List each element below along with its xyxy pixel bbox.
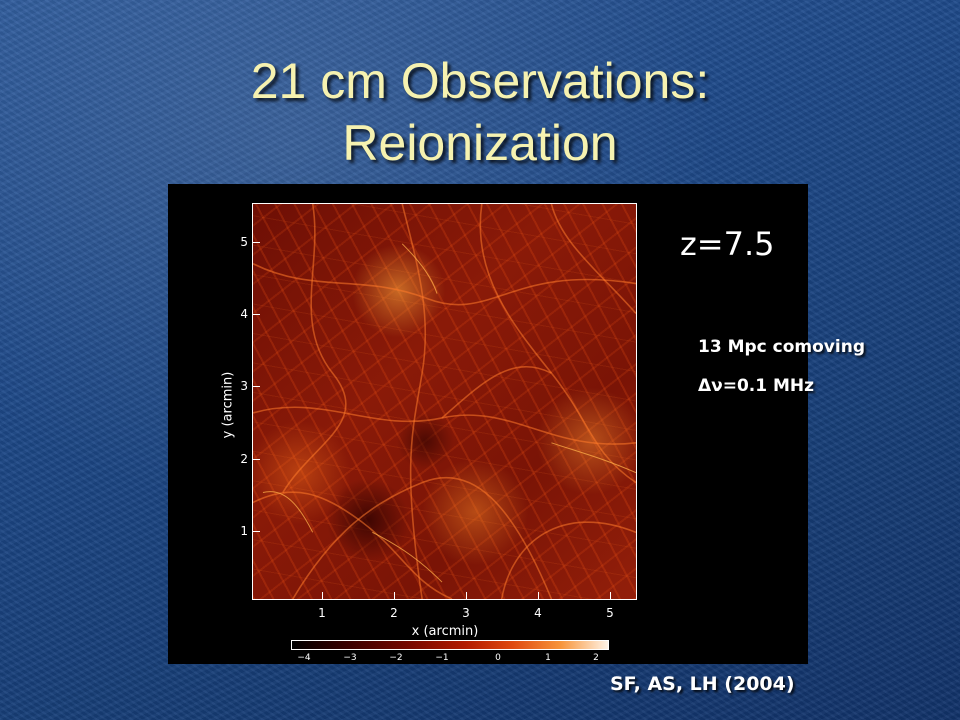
- colorbar-tick-label: −2: [389, 653, 403, 663]
- x-tick-label: 2: [390, 606, 398, 620]
- y-axis-line: [252, 203, 253, 600]
- x-tick-label: 5: [606, 606, 614, 620]
- x-tick-mark: [322, 592, 323, 600]
- brightness-temperature-map: [252, 203, 637, 600]
- colorbar-tick-label: 0: [495, 653, 501, 663]
- y-tick-label: 4: [240, 307, 248, 321]
- colorbar-tick-label: −3: [343, 653, 357, 663]
- scale-note: 13 Mpc comoving: [698, 337, 865, 357]
- y-tick-label: 1: [240, 524, 248, 538]
- y-tick-mark: [252, 531, 260, 532]
- title-line-2: Reionization: [342, 115, 618, 171]
- colorbar-tick-label: −1: [435, 653, 449, 663]
- x-tick-mark: [538, 592, 539, 600]
- filament-network: [253, 204, 636, 599]
- x-tick-mark: [394, 592, 395, 600]
- y-tick-mark: [252, 242, 260, 243]
- title-line-1: 21 cm Observations:: [250, 53, 710, 109]
- x-tick-label: 3: [462, 606, 470, 620]
- x-axis-line: [252, 599, 637, 600]
- y-tick-label: 2: [240, 452, 248, 466]
- x-tick-label: 4: [534, 606, 542, 620]
- redshift-label: z=7.5: [680, 225, 775, 263]
- y-tick-label: 5: [240, 235, 248, 249]
- y-axis-label: y (arcmin): [220, 371, 236, 439]
- x-tick-label: 1: [318, 606, 326, 620]
- citation-credit: SF, AS, LH (2004): [610, 673, 795, 695]
- y-tick-mark: [252, 314, 260, 315]
- slide-title: 21 cm Observations: Reionization: [0, 50, 960, 174]
- x-axis-label: x (arcmin): [411, 624, 479, 639]
- colorbar-tick-label: 1: [545, 653, 551, 663]
- colorbar-tick-label: 2: [593, 653, 599, 663]
- colorbar-tick-label: −4: [297, 653, 311, 663]
- y-tick-mark: [252, 386, 260, 387]
- bandwidth-note: Δν=0.1 MHz: [698, 376, 815, 396]
- y-tick-mark: [252, 459, 260, 460]
- colorbar: [291, 640, 609, 650]
- x-tick-mark: [610, 592, 611, 600]
- y-tick-label: 3: [240, 379, 248, 393]
- x-tick-mark: [466, 592, 467, 600]
